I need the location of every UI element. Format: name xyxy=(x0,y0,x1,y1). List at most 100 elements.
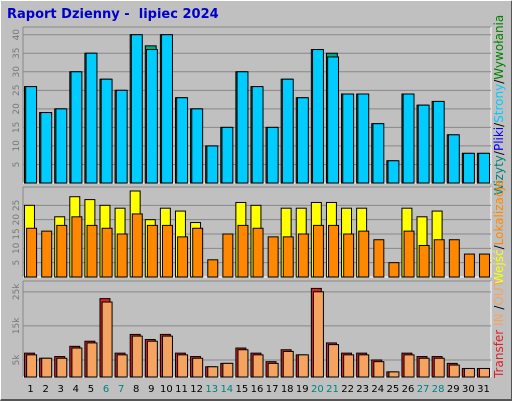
side-label-bottom: Transfer IN /OUT xyxy=(492,279,506,379)
bar-top-s1-day-22 xyxy=(342,93,355,184)
bar-middle-s1-day-24 xyxy=(373,239,385,278)
bar-middle-s1-day-6 xyxy=(101,227,113,278)
y-tick-label: 20 xyxy=(12,214,22,226)
bar-bottom-s1-day-17 xyxy=(267,362,279,378)
y-tick-label: 10 xyxy=(12,242,22,254)
bar-top-s1-day-29 xyxy=(447,134,460,184)
bar-middle-s1-day-17 xyxy=(267,236,279,278)
x-tick-label: 16 xyxy=(251,384,264,395)
bar-bottom-s1-day-31 xyxy=(479,367,490,378)
bar-middle-s1-day-30 xyxy=(463,253,475,278)
bar-middle-s1-day-14 xyxy=(222,233,234,278)
bar-top-s1-day-26 xyxy=(402,93,415,184)
bar-bottom-s1-day-1 xyxy=(26,354,38,378)
bar-middle-s1-day-3 xyxy=(56,224,68,278)
bar-middle-s1-day-25 xyxy=(388,262,400,278)
y-tick-label: 25 xyxy=(12,200,22,211)
bar-top-s1-day-27 xyxy=(417,104,430,184)
y-tick-label: 5k xyxy=(12,354,22,366)
x-tick-label: 7 xyxy=(118,384,124,395)
bar-top-s1-day-12 xyxy=(191,108,204,184)
bar-bottom-s1-day-6 xyxy=(101,301,113,378)
bar-top-s1-day-13 xyxy=(206,145,219,184)
x-tick-label: 31 xyxy=(477,384,490,395)
bar-top-s1-day-8 xyxy=(130,34,143,184)
bar-top-s1-day-20 xyxy=(312,49,324,184)
bar-middle-s1-day-15 xyxy=(237,224,249,278)
bar-top-s1-day-19 xyxy=(296,97,309,184)
x-tick-label: 2 xyxy=(42,384,48,395)
bar-bottom-s1-day-23 xyxy=(358,354,370,378)
x-tick-label: 27 xyxy=(417,384,430,395)
bar-bottom-s1-day-24 xyxy=(373,361,385,378)
x-tick-label: 1 xyxy=(27,384,33,395)
bar-top-s1-day-4 xyxy=(70,71,83,184)
bar-bottom-s1-day-20 xyxy=(312,291,324,378)
bar-middle-s1-day-5 xyxy=(86,224,98,278)
bar-top-s1-day-18 xyxy=(281,78,294,184)
bar-top-s1-day-11 xyxy=(176,97,189,184)
bar-bottom-s1-day-30 xyxy=(463,367,475,378)
x-tick-label: 19 xyxy=(296,384,309,395)
bar-bottom-s1-day-29 xyxy=(448,364,460,378)
bar-top-s1-day-24 xyxy=(372,123,385,184)
bar-middle-s1-day-4 xyxy=(71,216,83,278)
page-title: Raport Dzienny - lipiec 2024 xyxy=(7,7,219,22)
x-tick-label: 11 xyxy=(175,384,188,395)
bar-middle-s1-day-12 xyxy=(192,227,204,278)
bar-middle-s1-day-29 xyxy=(448,239,460,278)
side-label-middle: Wejść/Lokalizacje xyxy=(492,180,506,284)
bar-middle-s1-day-18 xyxy=(282,236,294,278)
bar-top-s1-day-30 xyxy=(463,152,475,184)
bar-bottom-s1-day-8 xyxy=(131,335,143,378)
x-tick-label: 5 xyxy=(88,384,94,395)
bar-middle-s1-day-11 xyxy=(177,236,189,278)
x-tick-label: 18 xyxy=(281,384,294,395)
bar-middle-s1-day-23 xyxy=(358,230,370,278)
x-tick-label: 25 xyxy=(387,384,400,395)
bar-bottom-s1-day-3 xyxy=(56,357,68,378)
x-tick-label: 3 xyxy=(58,384,64,395)
x-tick-label: 28 xyxy=(432,384,445,395)
bar-bottom-s1-day-7 xyxy=(116,354,128,378)
bar-middle-s1-day-2 xyxy=(41,230,53,278)
x-tick-label: 22 xyxy=(341,384,354,395)
bar-bottom-s1-day-15 xyxy=(237,349,249,378)
y-tick-label: 25k xyxy=(12,283,22,300)
bar-middle-s1-day-1 xyxy=(26,227,38,278)
bar-top-s1-day-9 xyxy=(145,49,158,184)
bar-top-s1-day-23 xyxy=(357,93,370,184)
x-tick-label: 12 xyxy=(190,384,203,395)
x-tick-label: 24 xyxy=(371,384,384,395)
x-tick-label: 10 xyxy=(160,384,173,395)
y-tick-label: 35 xyxy=(12,48,22,59)
x-tick-label: 14 xyxy=(220,384,233,395)
bar-bottom-s1-day-21 xyxy=(328,344,340,378)
bar-middle-s1-day-8 xyxy=(131,213,143,278)
x-tick-label: 6 xyxy=(103,384,109,395)
bar-bottom-s1-day-27 xyxy=(418,357,430,378)
side-label-top: Wizyty/Pliki/Strony/Wywołania xyxy=(492,15,506,196)
bar-middle-s1-day-19 xyxy=(297,233,309,278)
bar-bottom-s1-day-19 xyxy=(297,354,309,378)
bar-middle-s1-day-22 xyxy=(343,233,355,278)
bar-bottom-s1-day-16 xyxy=(252,354,264,378)
bar-top-s1-day-31 xyxy=(478,152,490,184)
y-tick-label: 15k xyxy=(12,317,22,334)
bar-middle-s1-day-20 xyxy=(312,224,324,278)
y-tick-label: 40 xyxy=(12,29,22,41)
bar-top-s1-day-7 xyxy=(115,89,128,184)
bar-top-s1-day-10 xyxy=(161,34,173,184)
bar-middle-s1-day-31 xyxy=(479,253,490,278)
bar-bottom-s1-day-5 xyxy=(86,342,98,378)
x-tick-label: 9 xyxy=(148,384,154,395)
bar-bottom-s1-day-26 xyxy=(403,354,415,378)
bar-bottom-s1-day-14 xyxy=(222,362,234,378)
bar-top-s1-day-16 xyxy=(251,86,264,184)
bar-bottom-s1-day-28 xyxy=(433,357,445,378)
y-tick-label: 15 xyxy=(12,122,22,133)
x-tick-label: 29 xyxy=(447,384,460,395)
bar-middle-s1-day-7 xyxy=(116,233,128,278)
